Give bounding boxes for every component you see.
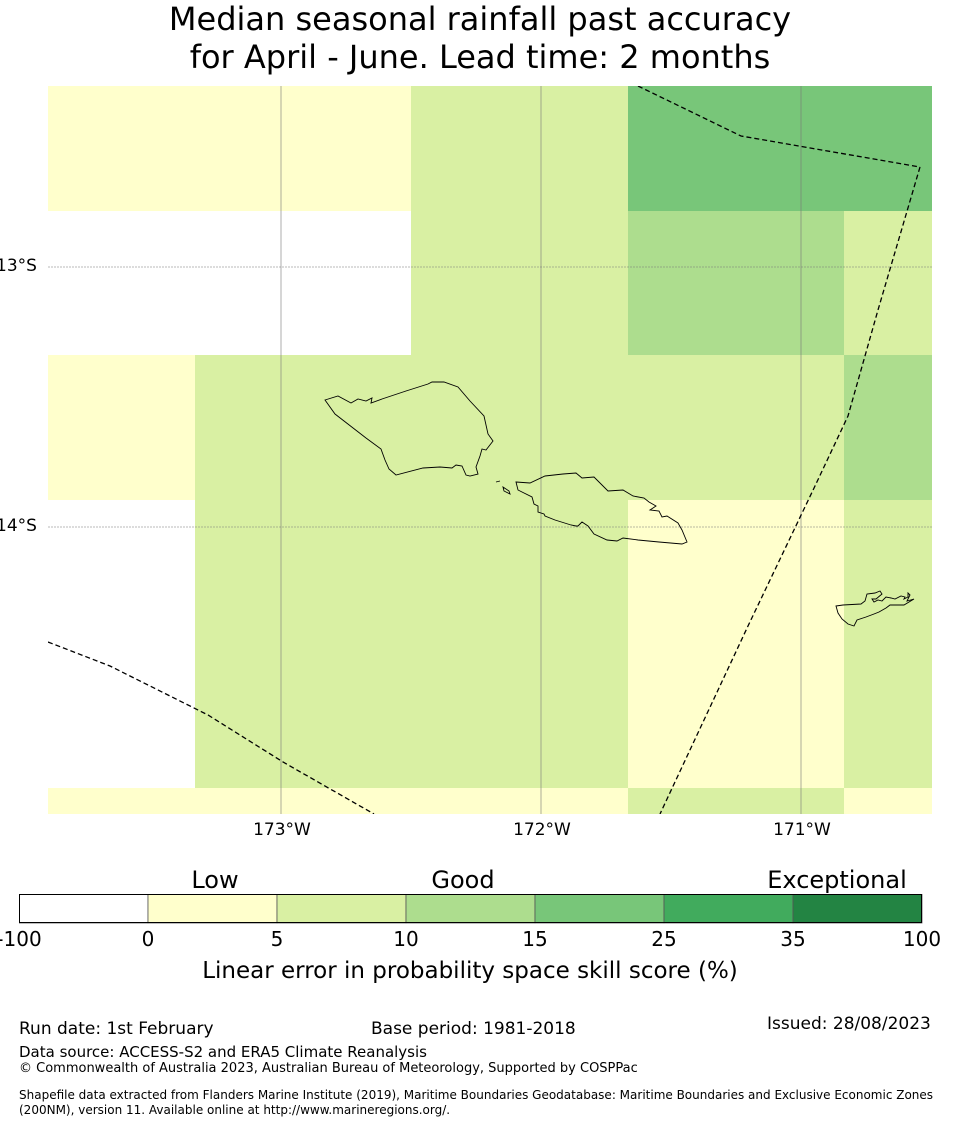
colorbar-tick: 25 [651, 927, 677, 951]
colorbar-bin [147, 894, 278, 924]
lon-label-172w: 172°W [513, 820, 571, 840]
lat-label-13s: 13°S [0, 256, 37, 276]
grid-cell [48, 500, 195, 788]
islands [324, 381, 915, 627]
shapefile-credit-line2: (200NM), version 11. Available online at… [19, 1103, 451, 1117]
grid-cell [48, 355, 195, 500]
island-savaii [324, 381, 494, 477]
base-period: Base period: 1981-2018 [371, 1019, 576, 1039]
colorbar-frame [19, 894, 922, 923]
chart-title-line2: for April - June. Lead time: 2 months [189, 38, 771, 76]
legend-category-exceptional: Exceptional [767, 866, 907, 894]
issued-date: Issued: 28/08/2023 [767, 1014, 931, 1034]
data-source: Data source: ACCESS-S2 and ERA5 Climate … [19, 1043, 427, 1061]
grid-cell [844, 211, 932, 355]
colorbar-bin [19, 894, 149, 924]
colorbar-bins [19, 894, 923, 924]
eez-boundary-east [659, 166, 921, 814]
island-upolu [495, 472, 688, 545]
grid-cell [628, 211, 844, 355]
colorbar-tick: 0 [141, 927, 155, 951]
colorbar [19, 894, 923, 924]
colorbar-label: Linear error in probability space skill … [202, 958, 738, 984]
grid-cell [844, 788, 932, 814]
colorbar-bin [276, 894, 407, 924]
eez-boundary-southwest [48, 641, 375, 814]
graticule [48, 86, 932, 814]
colorbar-tick: 15 [522, 927, 548, 951]
chart-title-line1: Median seasonal rainfall past accuracy [168, 0, 792, 38]
grid-cell [844, 355, 932, 500]
lon-label-171w: 171°W [773, 820, 831, 840]
legend-category-good: Good [431, 866, 495, 894]
colorbar-tick: -100 [0, 927, 42, 951]
run-date: Run date: 1st February [19, 1019, 214, 1039]
colorbar-tick: 35 [780, 927, 806, 951]
grid-cell [628, 500, 844, 788]
grid-cell [48, 788, 628, 814]
colorbar-tick: 100 [902, 927, 942, 951]
island-tutuila [835, 590, 915, 627]
shapefile-credit-line1: Shapefile data extracted from Flanders M… [19, 1088, 934, 1102]
copyright: © Commonwealth of Australia 2023, Austra… [19, 1061, 638, 1076]
grid-cell [411, 86, 628, 211]
lon-label-173w: 173°W [253, 820, 311, 840]
colorbar-tick: 10 [393, 927, 419, 951]
grid-cell [195, 355, 844, 500]
colorbar-bin [405, 894, 536, 924]
grid-cell [48, 211, 411, 355]
skill-map [48, 86, 932, 814]
grid-cell [411, 211, 628, 355]
legend-category-low: Low [191, 866, 239, 894]
colorbar-bin [534, 894, 665, 924]
grid-cell [628, 86, 932, 211]
colorbar-bin [792, 894, 923, 924]
eez-boundary-northeast [637, 86, 921, 168]
grid-cell [195, 500, 628, 788]
grid-cell [628, 788, 844, 814]
colorbar-bin [663, 894, 794, 924]
skill-grid [48, 86, 932, 814]
eez-boundaries [48, 86, 921, 814]
grid-cell [48, 86, 411, 211]
lat-label-14s: 14°S [0, 516, 37, 536]
colorbar-tick: 5 [270, 927, 284, 951]
grid-cell [844, 500, 932, 788]
